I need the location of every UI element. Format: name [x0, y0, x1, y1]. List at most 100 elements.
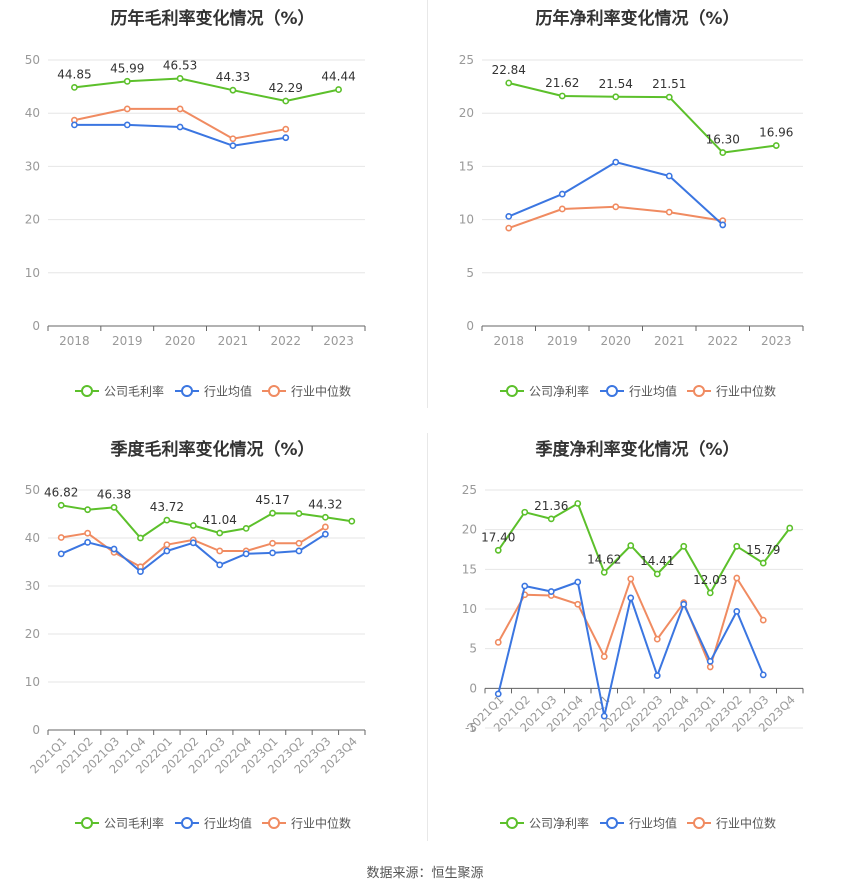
legend-item[interactable]: 行业中位数 — [687, 384, 776, 399]
legend-label: 公司净利率 — [529, 816, 589, 831]
data-point — [521, 582, 529, 590]
annual-gross-margin-panel: 历年毛利率变化情况（%） 0 10 20 30 40 50 2018 2019 2020 2021… — [0, 0, 425, 420]
data-point — [216, 547, 224, 555]
data-point — [719, 149, 727, 156]
data-point — [706, 589, 714, 597]
data-point — [558, 205, 566, 213]
quarterly-gross-margin-chart: 010203040502021Q12021Q22021Q32021Q42022Q… — [25, 483, 366, 831]
data-label: 12.03 — [693, 573, 727, 587]
data-point — [612, 203, 620, 211]
legend-item[interactable]: 公司毛利率 — [75, 816, 164, 831]
x-tick-label: 2020 — [600, 334, 631, 348]
data-label: 46.38 — [97, 487, 131, 501]
data-point — [574, 578, 582, 586]
x-tick-label: 2023 — [761, 334, 792, 348]
data-point — [242, 550, 250, 558]
data-point — [706, 663, 714, 671]
data-point — [494, 638, 502, 646]
y-tick-label: 25 — [462, 483, 477, 497]
data-point — [295, 510, 303, 517]
annual-gross-margin-chart: 0 10 20 30 40 50 2018 2019 2020 2021 2022 2023 44.85… — [25, 53, 366, 399]
legend-label: 行业中位数 — [291, 816, 351, 831]
legend-swatch-marker — [693, 817, 705, 829]
chart-title: 季度净利率变化情况（%） — [535, 440, 740, 460]
data-point — [189, 539, 197, 547]
legend-item[interactable]: 行业均值 — [600, 816, 677, 831]
legend-label: 行业中位数 — [716, 384, 776, 399]
data-point — [57, 534, 65, 541]
legend-item[interactable]: 行业中位数 — [262, 816, 351, 831]
data-point — [176, 75, 184, 82]
legend-swatch-marker — [81, 385, 93, 397]
data-label: 43.72 — [150, 500, 184, 514]
data-label: 44.44 — [321, 70, 355, 84]
data-label: 15.79 — [746, 543, 780, 557]
data-point — [733, 607, 741, 615]
y-tick-label: 30 — [25, 579, 40, 593]
data-point — [759, 671, 767, 679]
x-tick-label: 2023 — [323, 334, 354, 348]
data-point — [282, 134, 290, 142]
chart-title: 季度毛利率变化情况（%） — [110, 440, 315, 460]
legend-item[interactable]: 公司净利率 — [500, 816, 589, 831]
data-point — [282, 97, 290, 105]
data-point — [229, 86, 237, 94]
data-point — [348, 517, 356, 525]
data-point — [505, 79, 513, 87]
data-label: 44.32 — [308, 497, 342, 511]
data-point — [57, 501, 65, 509]
legend-item[interactable]: 行业中位数 — [262, 384, 351, 399]
legend-item[interactable]: 公司毛利率 — [75, 384, 164, 399]
y-tick-label: 50 — [25, 53, 40, 67]
data-point — [137, 568, 144, 575]
data-label: 22.84 — [492, 63, 526, 77]
data-label: 45.17 — [255, 493, 289, 507]
data-source: 数据来源：恒生聚源 — [366, 866, 484, 881]
legend-swatch-marker — [693, 385, 705, 397]
data-point — [665, 93, 673, 101]
x-tick-label: 2019 — [547, 334, 578, 348]
data-point — [242, 525, 250, 532]
data-point — [123, 121, 131, 129]
data-point — [680, 600, 688, 608]
y-tick-label: 15 — [462, 562, 477, 576]
data-label: 21.54 — [599, 77, 633, 91]
annual-net-margin-chart: 0 5 10 15 20 25 2018 2019 2020 2021 2022 2023 22.84 2… — [459, 53, 804, 399]
data-point — [612, 93, 620, 101]
legend-item[interactable]: 公司净利率 — [500, 384, 589, 399]
data-point — [600, 712, 608, 720]
data-label: 16.96 — [759, 126, 793, 140]
data-point — [558, 92, 566, 100]
data-point — [295, 539, 303, 547]
data-point — [627, 575, 635, 583]
legend-item[interactable]: 行业均值 — [600, 384, 677, 399]
series-line — [61, 504, 352, 539]
legend-item[interactable]: 行业中位数 — [687, 816, 776, 831]
data-point — [627, 542, 635, 549]
data-point — [321, 523, 329, 531]
data-point — [600, 568, 608, 576]
series-line — [508, 82, 777, 154]
data-point — [163, 541, 171, 549]
data-point — [505, 213, 513, 220]
legend-swatch-marker — [606, 817, 618, 829]
legend-item[interactable]: 行业均值 — [175, 816, 252, 831]
data-point — [321, 530, 329, 538]
data-point — [295, 547, 303, 555]
y-tick-label: 0 — [32, 723, 40, 737]
series-line — [74, 77, 339, 102]
legend-label: 行业均值 — [204, 384, 252, 399]
legend-label: 行业均值 — [629, 384, 677, 399]
y-tick-label: 10 — [25, 266, 40, 280]
x-tick-label: 2021 — [654, 334, 685, 348]
data-label: 46.53 — [163, 58, 197, 72]
legend-swatch-marker — [268, 385, 280, 397]
legend-item[interactable]: 行业均值 — [175, 384, 252, 399]
legend-label: 行业均值 — [204, 816, 252, 831]
y-tick-label: 20 — [25, 213, 40, 227]
y-tick-label: 0 — [32, 319, 40, 333]
x-tick-label: 2019 — [112, 334, 143, 348]
legend-swatch-marker — [268, 817, 280, 829]
data-point — [269, 549, 276, 557]
y-tick-label: 10 — [462, 602, 477, 616]
